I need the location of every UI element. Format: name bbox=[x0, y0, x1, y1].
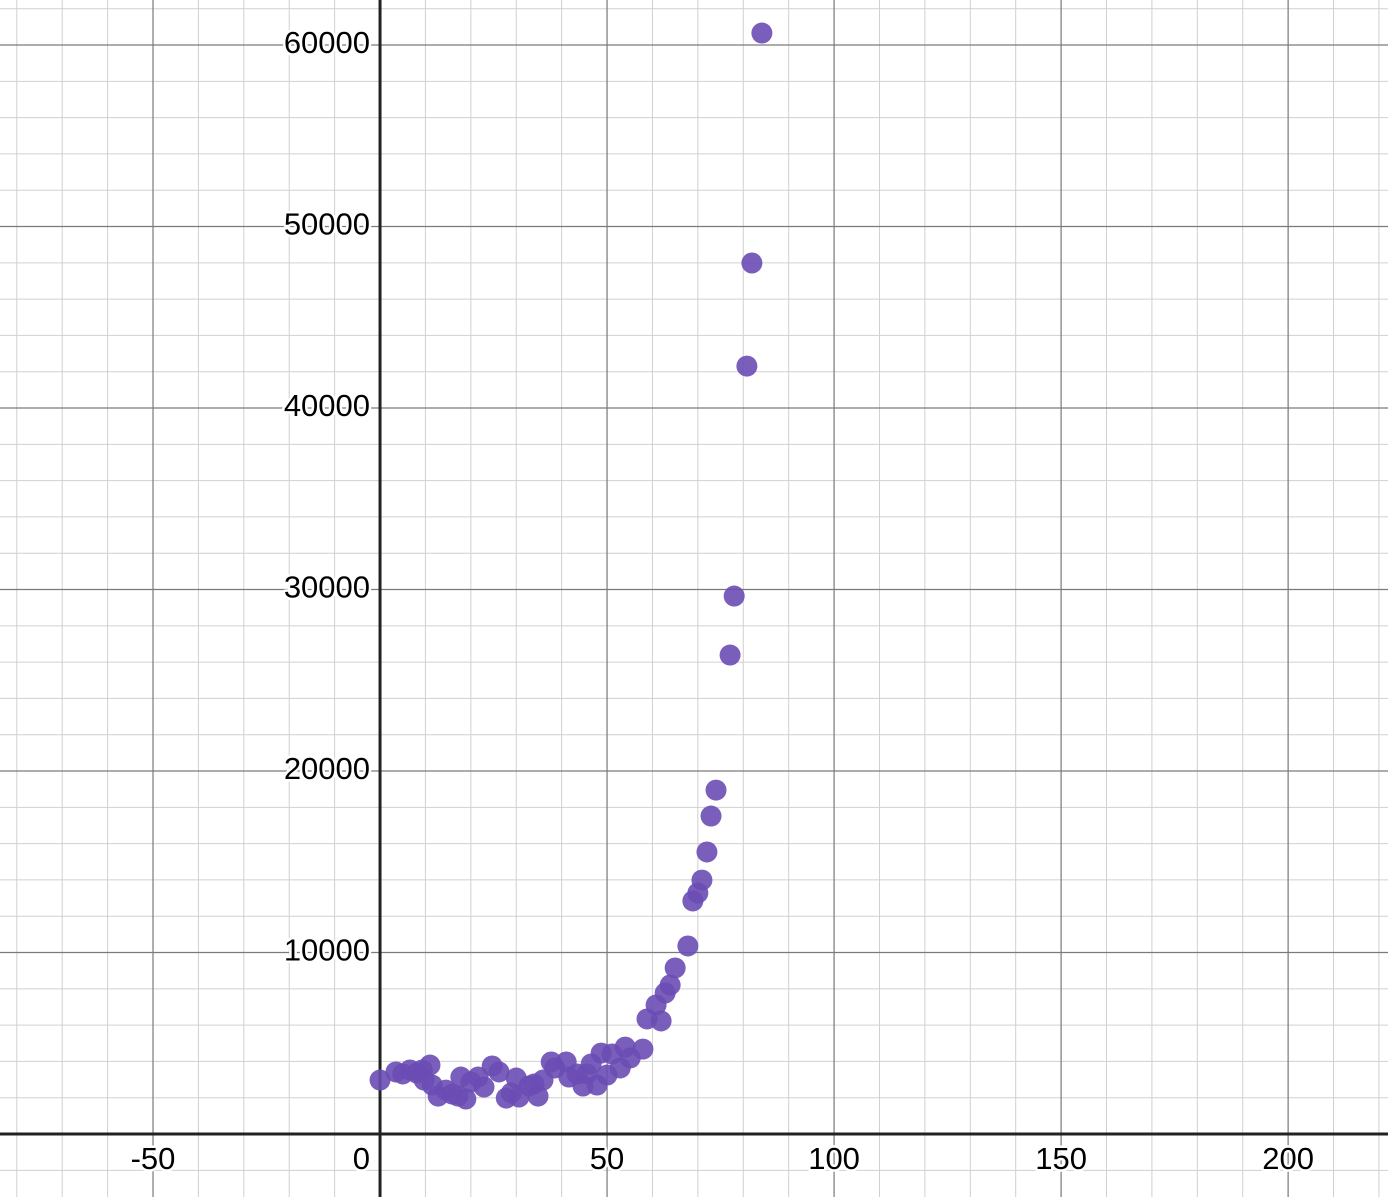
x-tick-label: 100 bbox=[808, 1141, 860, 1176]
data-point bbox=[741, 252, 763, 274]
data-point bbox=[455, 1088, 477, 1110]
y-tick-label: 30000 bbox=[284, 570, 370, 605]
data-point bbox=[677, 935, 699, 957]
data-point bbox=[719, 644, 741, 666]
data-point bbox=[659, 974, 681, 996]
data-point bbox=[696, 841, 718, 863]
y-tick-label: 50000 bbox=[284, 207, 370, 242]
data-point bbox=[700, 805, 722, 827]
data-point bbox=[369, 1069, 391, 1091]
x-tick-label: -50 bbox=[131, 1141, 176, 1176]
x-tick-label: 0 bbox=[353, 1141, 370, 1176]
y-tick-label: 40000 bbox=[284, 388, 370, 423]
data-point bbox=[751, 22, 773, 44]
data-point bbox=[723, 585, 745, 607]
x-tick-label: 50 bbox=[590, 1141, 624, 1176]
data-point bbox=[691, 869, 713, 891]
data-point bbox=[664, 957, 686, 979]
data-point bbox=[736, 355, 758, 377]
data-point bbox=[488, 1061, 510, 1083]
data-point bbox=[419, 1054, 441, 1076]
x-tick-label: 150 bbox=[1035, 1141, 1087, 1176]
data-point bbox=[705, 779, 727, 801]
data-point bbox=[650, 1010, 672, 1032]
data-point bbox=[527, 1085, 549, 1107]
y-tick-label: 10000 bbox=[284, 933, 370, 968]
data-point bbox=[473, 1076, 495, 1098]
x-tick-label: 200 bbox=[1262, 1141, 1314, 1176]
y-tick-label: 20000 bbox=[284, 751, 370, 786]
y-tick-label: 60000 bbox=[284, 25, 370, 60]
data-point bbox=[632, 1038, 654, 1060]
